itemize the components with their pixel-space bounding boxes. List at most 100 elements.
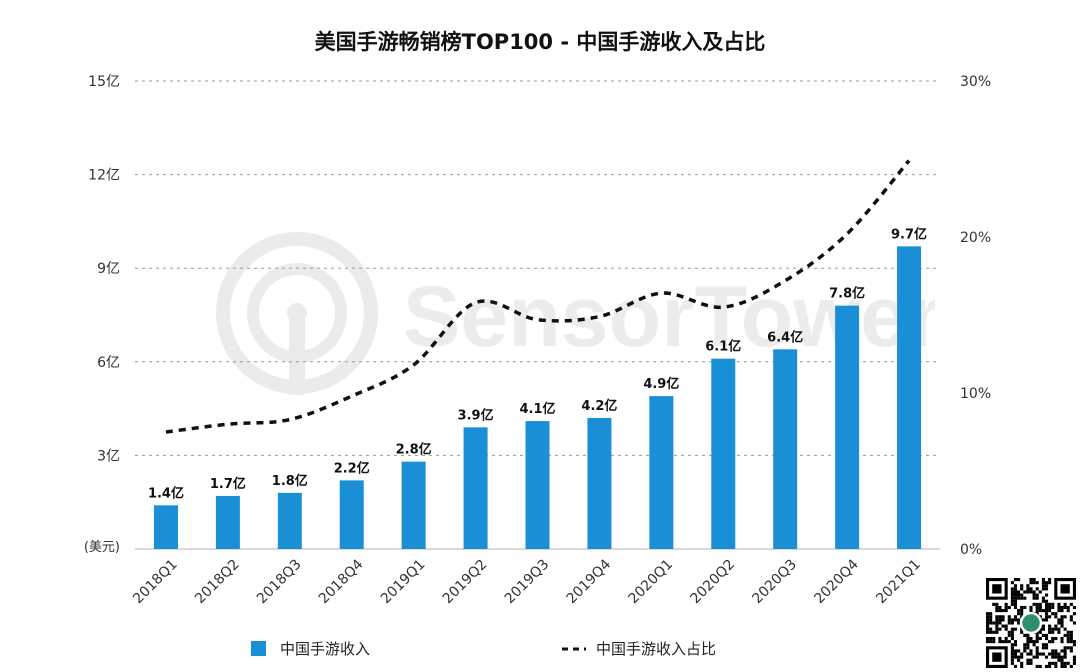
qr-module [1013,655,1018,659]
qr-module [1035,587,1039,591]
bar-value-label: 4.9亿 [643,376,679,392]
qr-module [1029,636,1033,641]
qr-module [1017,655,1021,659]
qr-module [1017,578,1021,582]
qr-module [1060,649,1064,653]
qr-module [1032,581,1036,585]
qr-module [1029,578,1033,582]
qr-module [1035,630,1039,634]
qr-module [1035,596,1039,600]
qr-module [1041,618,1045,622]
qr-module [986,627,990,631]
qr-module [1044,581,1049,585]
qr-module [1010,581,1014,585]
bar-value-label: 6.1亿 [705,339,741,355]
qr-module [1032,643,1036,647]
qr-module [992,640,996,644]
bar [587,417,612,549]
qr-module [1004,605,1008,610]
qr-module [1072,661,1076,665]
qr-module [1072,612,1076,616]
qr-module [1054,612,1058,616]
qr-module [1001,615,1005,619]
qr-module [1057,602,1061,606]
bar-value-label: 2.8亿 [396,442,432,458]
qr-module [1041,624,1045,628]
qr-module [1010,655,1014,659]
qr-module [1044,655,1049,659]
qr-module [998,636,1002,641]
qr-module [1048,578,1052,582]
qr-module [998,618,1002,622]
bar [525,421,550,549]
qr-module [1063,602,1067,606]
qr-module [1013,587,1018,591]
qr-module [1020,661,1024,665]
qr-module [1054,652,1058,656]
qr-module [1004,640,1008,644]
qr-module [1020,605,1024,610]
qr-module [1063,649,1067,653]
qr-module [1060,624,1064,628]
qr-module [1054,655,1058,659]
qr-module [1054,649,1058,653]
qr-module [1020,655,1024,659]
qr-module [1063,664,1067,668]
qr-module [1035,664,1039,668]
qr-module [1035,605,1039,610]
qr-module [1026,636,1030,641]
qr-module [1044,602,1049,606]
qr-module [1026,643,1030,647]
qr-module [1026,640,1030,644]
qr-module [1032,640,1036,644]
qr-module [1023,646,1027,650]
qr-module [1035,652,1039,656]
qr-module [1044,605,1049,610]
qr-module [1041,587,1045,591]
qr-module [1060,609,1064,613]
qr-module [1044,636,1049,641]
qr-module [1060,621,1064,625]
qr-module [1051,612,1055,616]
qr-module [1057,658,1061,662]
qr-module [1041,578,1045,582]
category-label: 2020Q1 [626,557,677,608]
qr-module [995,624,999,628]
qr-module [1063,652,1067,656]
qr-module [1004,624,1008,628]
qr-module [1054,661,1058,665]
qr-module [1023,643,1027,647]
category-label: 2020Q3 [749,557,800,608]
qr-module [1060,655,1064,659]
y-right-tick-label: 0% [960,542,982,558]
qr-module [1004,627,1008,631]
qr-module [1063,605,1067,610]
qr-module [1044,664,1049,668]
legend-label-line: 中国手游收入占比 [596,640,716,658]
qr-module [1035,640,1039,644]
qr-module [1013,602,1018,606]
qr-module [1004,602,1008,606]
qr-module [1035,655,1039,659]
qr-module [1017,593,1021,597]
qr-module [1032,593,1036,597]
qr-module [1029,605,1033,610]
qr-module [1026,646,1030,650]
qr-module [1057,605,1061,610]
qr-module [1017,609,1021,613]
qr-module [1048,615,1052,619]
qr-module [995,602,999,606]
qr-module [1060,615,1064,619]
qr-finder [992,652,1002,662]
qr-module [1069,602,1073,606]
qr-module [1060,658,1064,662]
qr-module [1038,664,1042,668]
qr-module [986,636,990,641]
y-right-tick-label: 10% [960,386,991,402]
qr-module [1029,609,1033,613]
bar-value-label: 4.1亿 [519,401,555,417]
qr-module [986,615,990,619]
qr-module [998,615,1002,619]
qr-module [1017,649,1021,653]
category-label: 2019Q2 [440,557,491,608]
